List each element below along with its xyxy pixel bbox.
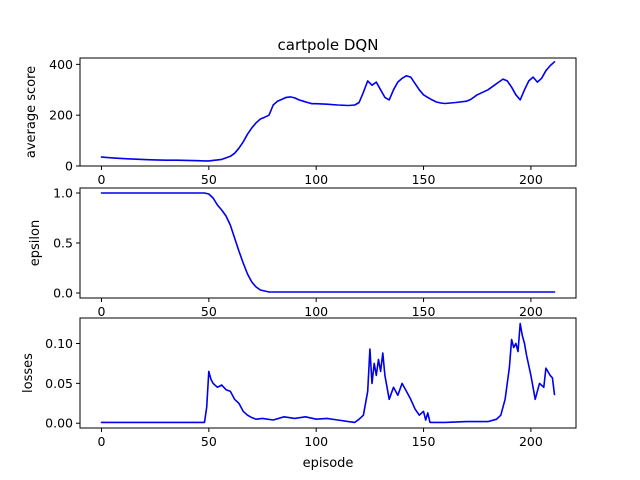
ylabel-losses: losses: [21, 353, 36, 393]
chart-title: cartpole DQN: [278, 36, 379, 54]
x-tick-label: 150: [412, 434, 436, 449]
x-tick-label: 200: [519, 434, 543, 449]
y-tick-label: 0: [65, 159, 73, 174]
series-line-epsilon: [100, 192, 556, 293]
y-tick-label: 1.0: [53, 186, 73, 201]
x-tick-label: 150: [412, 172, 436, 187]
x-tick-label: 0: [97, 172, 105, 187]
x-tick-label: 100: [304, 434, 328, 449]
ylabel-epsilon: epsilon: [28, 220, 43, 266]
y-tick-label: 0.05: [45, 376, 73, 391]
x-tick-label: 50: [201, 172, 217, 187]
xlabel-episode: episode: [303, 456, 354, 471]
plot-frame-losses: [79, 317, 577, 429]
plot-losses: 0 50 100 150 200 0.00 0.05 0.10: [45, 317, 577, 449]
x-tick-label: 150: [412, 304, 436, 319]
ylabel-average-score: average score: [24, 66, 39, 158]
plot-epsilon: 0 50 100 150 200 0.0 0.5 1.0: [53, 186, 577, 319]
y-tick-label: 0.00: [45, 416, 73, 431]
x-tick-label: 200: [519, 172, 543, 187]
y-tick-label: 400: [49, 57, 73, 72]
plot-frame-average-score: [79, 57, 577, 167]
series-line-average-score: [100, 60, 556, 162]
x-tick-label: 0: [97, 434, 105, 449]
x-tick-label: 50: [201, 434, 217, 449]
plot-average-score: 0 50 100 150 200 0 200 400: [49, 57, 577, 187]
y-tick-label: 0.5: [53, 236, 73, 251]
x-tick-label: 100: [304, 172, 328, 187]
series-line-losses: [100, 322, 556, 424]
x-tick-label: 0: [97, 304, 105, 319]
y-tick-label: 200: [49, 108, 73, 123]
x-tick-label: 100: [304, 304, 328, 319]
x-tick-label: 50: [201, 304, 217, 319]
plot-frame-epsilon: [79, 187, 577, 299]
x-tick-label: 200: [519, 304, 543, 319]
y-tick-label: 0.10: [45, 336, 73, 351]
y-tick-label: 0.0: [53, 286, 73, 301]
